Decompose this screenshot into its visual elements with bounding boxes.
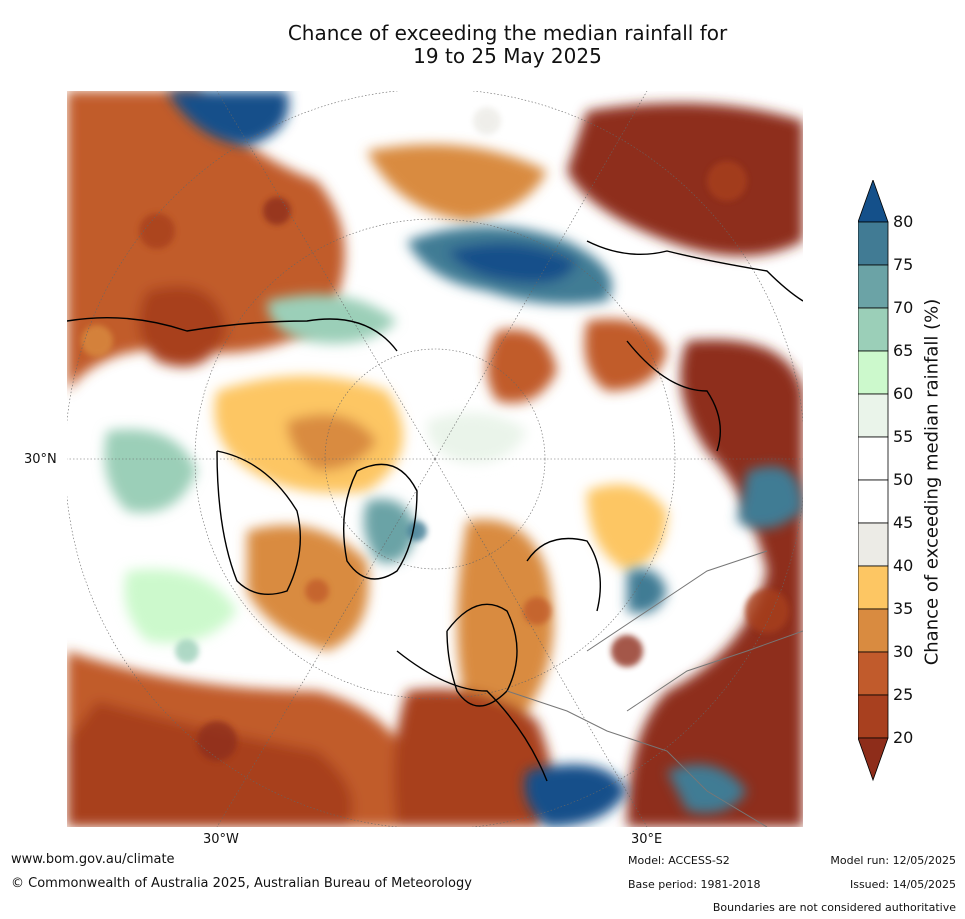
colorbar-tick-65: 65 (893, 341, 914, 360)
graticule (67, 91, 803, 827)
model-run-text: Model run: 12/05/2025 (830, 854, 956, 867)
colorbar-tick-25: 25 (893, 685, 914, 704)
lon-label-30w: 30°W (203, 832, 239, 847)
base-period-text: Base period: 1981-2018 (628, 878, 761, 891)
colorbar-title: Chance of exceeding median rainfall (%) (921, 298, 943, 666)
colorbar-tick-55: 55 (893, 427, 914, 446)
colorbar-lower-extension (858, 737, 889, 782)
borders (506, 550, 803, 827)
map-title-line1: Chance of exceeding the median rainfall … (287, 21, 728, 45)
lat-label-30n: 30°N (24, 452, 57, 467)
colorbar-bands (858, 221, 889, 739)
colorbar-band-60-65 (858, 350, 889, 395)
texture-field (81, 107, 789, 761)
colorbar-band-75-80 (858, 221, 889, 266)
model-text: Model: ACCESS-S2 (628, 854, 730, 867)
colorbar-band-35-40 (858, 565, 889, 610)
colorbar-tick-35: 35 (893, 599, 914, 618)
colorbar-tick-50: 50 (893, 470, 914, 489)
colorbar-band-25-30 (858, 651, 889, 696)
colorbar-tick-75: 75 (893, 255, 914, 274)
map-title-line2: 19 to 25 May 2025 (413, 44, 602, 68)
colorbar-band-65-70 (858, 307, 889, 352)
colorbar-band-45-50 (858, 479, 889, 524)
disclaimer-text: Boundaries are not considered authoritat… (712, 901, 956, 914)
colorbar-band-70-75 (858, 264, 889, 309)
colorbar-band-40-45 (858, 522, 889, 567)
issued-text: Issued: 14/05/2025 (849, 878, 956, 891)
lon-label-30e: 30°E (631, 832, 663, 847)
colorbar-tick-20: 20 (893, 728, 914, 747)
wet-field (104, 91, 803, 827)
colorbar-band-55-60 (858, 393, 889, 438)
colorbar-band-50-55 (858, 436, 889, 481)
website-text: www.bom.gov.au/climate (11, 852, 175, 867)
colorbar-band-20-25 (858, 694, 889, 739)
map-canvas (67, 91, 803, 827)
colorbar-tick-45: 45 (893, 513, 914, 532)
colorbar-tick-40: 40 (893, 556, 914, 575)
colorbar-upper-extension (858, 180, 889, 223)
colorbar-tick-30: 30 (893, 642, 914, 661)
colorbar-tick-80: 80 (893, 212, 914, 231)
colorbar-tick-60: 60 (893, 384, 914, 403)
colorbar (858, 180, 889, 782)
rainfall-probability-map[interactable] (67, 91, 803, 827)
colorbar-tick-70: 70 (893, 298, 914, 317)
colorbar-band-30-35 (858, 608, 889, 653)
copyright-text: © Commonwealth of Australia 2025, Austra… (11, 876, 472, 891)
